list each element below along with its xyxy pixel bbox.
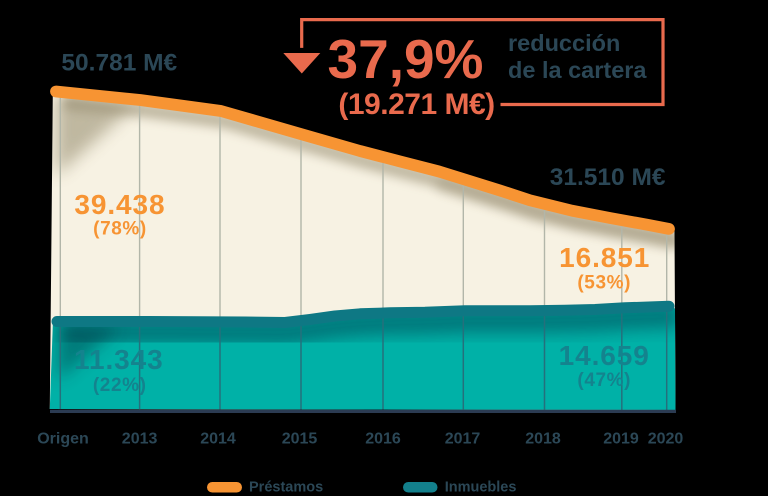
svg-text:2017: 2017 — [445, 431, 481, 448]
svg-text:2018: 2018 — [525, 431, 561, 448]
svg-text:16.851: 16.851 — [559, 242, 650, 273]
svg-text:50.781 M€: 50.781 M€ — [61, 50, 177, 77]
svg-text:2015: 2015 — [282, 431, 318, 448]
svg-text:Inmuebles: Inmuebles — [445, 480, 517, 496]
svg-text:39.438: 39.438 — [74, 189, 165, 220]
svg-text:2020: 2020 — [648, 431, 684, 448]
svg-text:(22%): (22%) — [93, 375, 147, 396]
svg-text:(47%): (47%) — [577, 370, 631, 391]
svg-text:de la cartera: de la cartera — [508, 57, 647, 83]
svg-text:reducción: reducción — [508, 30, 620, 56]
svg-text:14.659: 14.659 — [559, 340, 650, 371]
svg-text:2016: 2016 — [365, 431, 401, 448]
svg-text:(53%): (53%) — [577, 273, 631, 294]
svg-text:(78%): (78%) — [93, 219, 147, 240]
svg-text:(19.271 M€): (19.271 M€) — [338, 88, 494, 121]
svg-text:2014: 2014 — [200, 431, 236, 448]
svg-text:11.343: 11.343 — [74, 344, 164, 375]
svg-text:2013: 2013 — [122, 431, 158, 448]
svg-text:2019: 2019 — [603, 431, 639, 448]
svg-text:Préstamos: Préstamos — [249, 480, 323, 496]
svg-text:Origen: Origen — [37, 431, 89, 448]
svg-text:37,9%: 37,9% — [328, 28, 484, 90]
svg-text:31.510 M€: 31.510 M€ — [550, 164, 666, 191]
